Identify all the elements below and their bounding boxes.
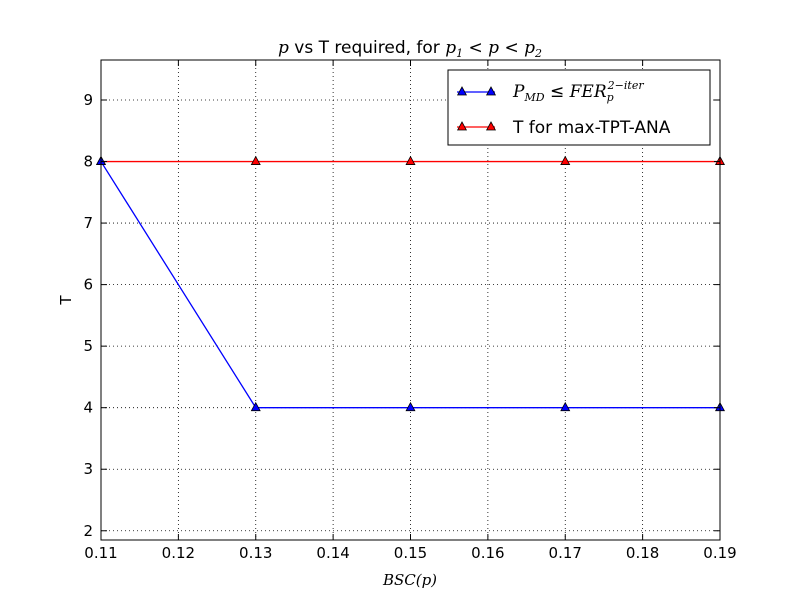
title-lt1: < [463,38,488,58]
chart-title: p vs T required, for p1 < p < p2 [278,38,542,60]
legend-leq: ≤ [545,82,570,102]
legend-FER-sup: 2−iter [607,79,645,92]
y-tick-label: 9 [83,91,93,109]
legend-marker-2a [456,121,468,131]
y-tick-label: 5 [83,337,93,355]
legend-label-1: PMD ≤ FERp2−iter [512,79,644,104]
y-tick-label: 3 [83,460,93,478]
legend-marker-2b [485,121,497,131]
legend-box [447,69,711,146]
legend-P-sub: MD [523,91,544,104]
series-2-point [250,155,261,165]
y-tick-label: 8 [83,153,93,171]
legend-FER-sub: p [607,91,614,104]
y-tick-label: 4 [83,399,93,417]
legend-P: P [512,82,525,102]
ticks: 0.11 0.12 0.13 0.14 0.15 0.16 0.17 0.18 0.19 2 3 4 5… [83,60,737,562]
x-tick-label: 0.18 [626,544,659,562]
x-tick-label: 0.12 [162,544,195,562]
y-axis-label: T [57,295,75,306]
y-tick-label: 6 [83,276,93,294]
legend-marker-1b [485,86,497,96]
legend-marker-1a [456,86,468,96]
title-p2: p [524,38,535,58]
legend-FER: FER [569,82,607,102]
series-2-point [560,155,571,165]
title-lt2: < [499,38,524,58]
x-axis-label: BSC(p) [382,571,437,589]
x-tick-label: 0.11 [84,544,117,562]
series-1-point [405,401,416,412]
title-p2-sub: 2 [534,47,542,60]
series-1-point [250,401,261,412]
x-tick-label: 0.17 [549,544,582,562]
legend-label-2: T for max-TPT-ANA [512,118,671,138]
series-1-point [560,401,571,412]
title-p: p [278,38,289,58]
y-tick-label: 7 [83,214,93,232]
title-p1: p [445,38,456,58]
series-layer [95,155,726,412]
x-tick-label: 0.16 [471,544,504,562]
x-tick-label: 0.14 [316,544,349,562]
title-p1-sub: 1 [456,47,463,60]
legend: PMD ≤ FERp2−iter T for max-TPT-ANA [447,69,711,146]
title-p-mid: p [488,38,499,58]
title-middle: vs T required, for [289,38,445,58]
x-tick-label: 0.15 [394,544,427,562]
series-2-point [405,155,416,165]
x-tick-label: 0.13 [239,544,272,562]
x-tick-label: 0.19 [703,544,736,562]
y-tick-label: 2 [83,522,93,540]
